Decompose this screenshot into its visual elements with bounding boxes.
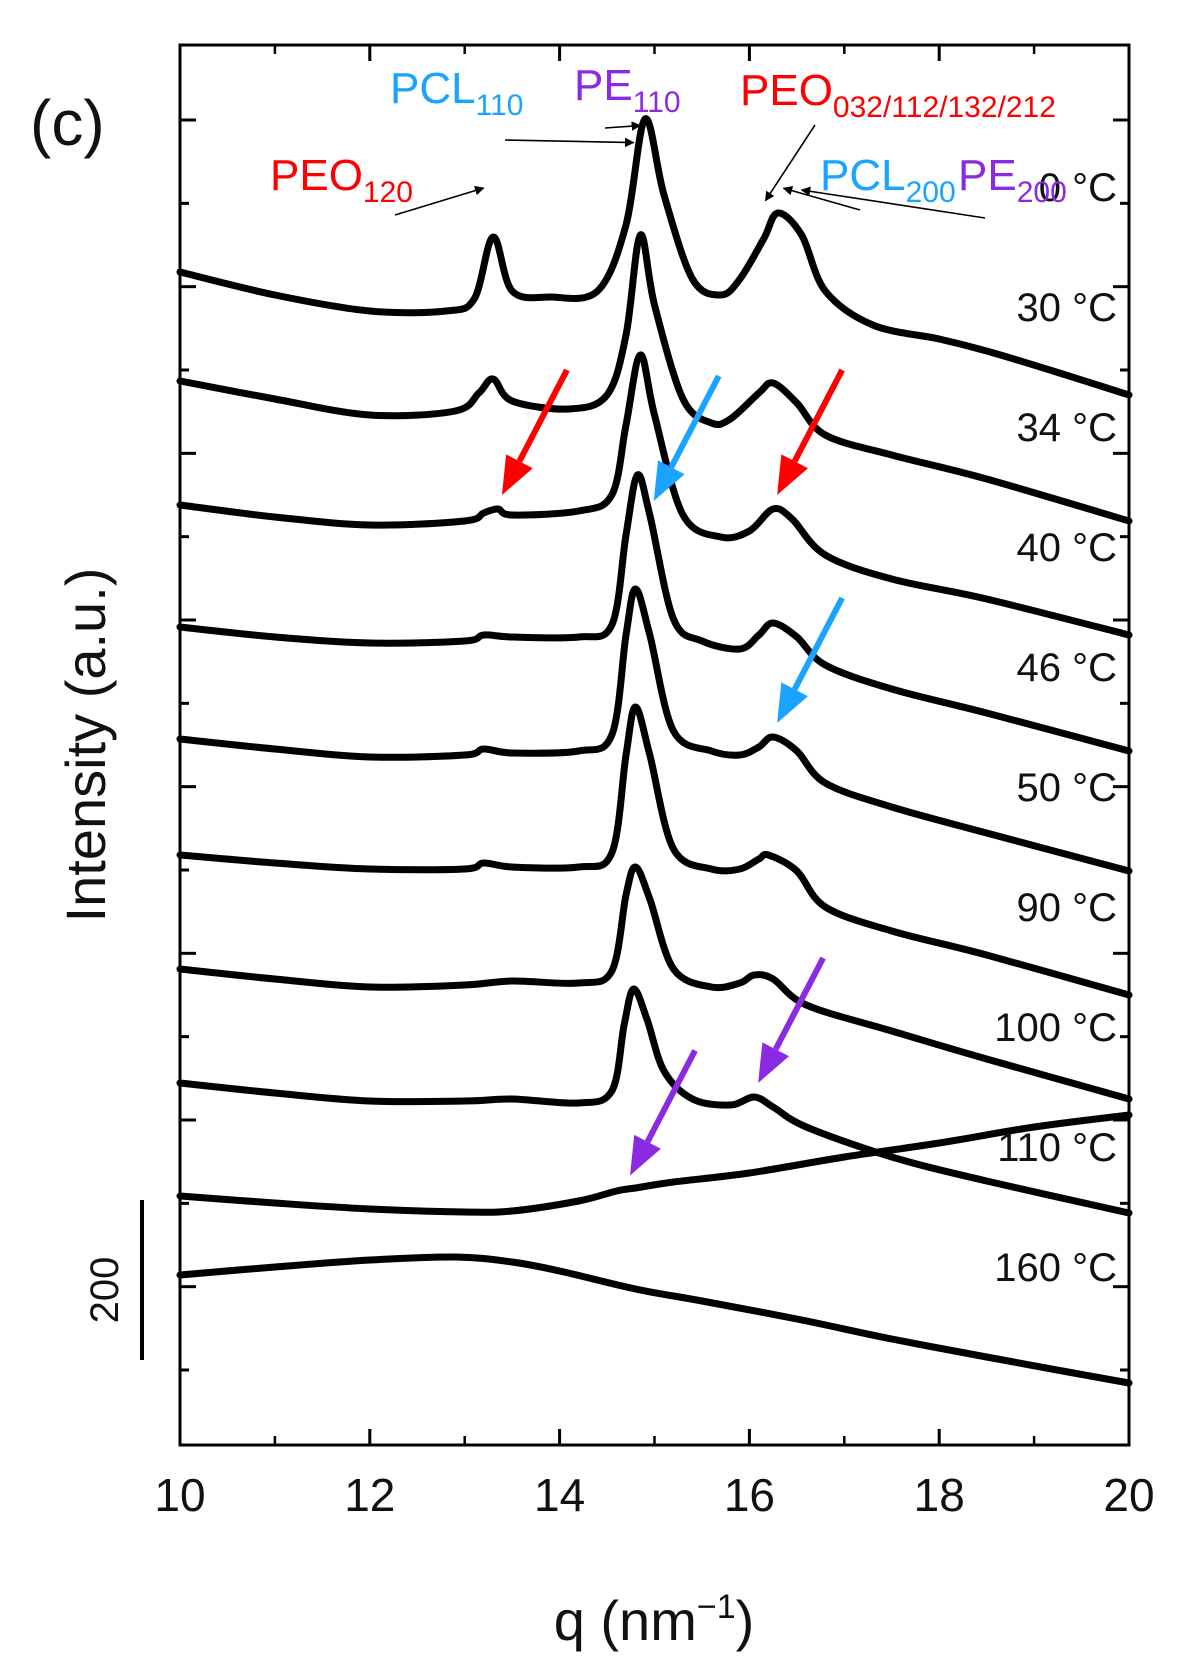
pointer-arrow [800,186,986,219]
series-line-1 [176,231,1133,525]
x-tick-label: 10 [154,1469,205,1521]
x-tick-label: 20 [1103,1469,1154,1521]
series-line-4 [176,585,1133,875]
x-axis-label: q (nm−1) [554,1588,755,1652]
curves: 0 °C 30 °C 34 °C 40 °C 46 °C 50 °C 90 °C 100 °C… [176,115,1133,1387]
y-axis-label: Intensity (a.u.) [54,568,117,923]
annotation-PCL110: PCL110 [390,64,523,122]
x-tick-label: 16 [724,1469,775,1521]
annotation-PE200: PE200 [958,151,1067,209]
colored-arrow [777,368,845,495]
colored-arrow [501,368,570,495]
series-line-0 [176,115,1133,399]
series-line-8 [176,1111,1133,1216]
series-line-7 [176,985,1133,1217]
plot-frame [178,43,1131,1447]
series-label: 0 °C [1039,166,1117,210]
annotation-PCL200: PCL200 [820,151,956,209]
series-label: 160 °C [994,1246,1117,1290]
x-tick-label: 12 [344,1469,395,1521]
series-line-5 [176,703,1133,999]
series-line-6 [176,863,1133,1103]
series-label: 46 °C [1017,646,1118,690]
pointer-arrow [604,121,642,131]
series-label: 100 °C [994,1006,1117,1050]
pointer-arrow [782,186,861,211]
pointer-arrow [504,137,635,148]
annotation-PEO120: PEO120 [270,151,413,209]
panel-label: (c) [30,87,105,159]
annotation-PEO_multi: PEO032/112/132/212 [740,66,1056,124]
pointer-arrow [764,124,816,202]
x-axis-label-close: ) [736,1589,755,1652]
x-tick-label: 18 [914,1469,965,1521]
scale-bar-label: 200 [83,1257,127,1324]
tick-marks: 10 12 14 16 18 20 [154,45,1155,1521]
series-label: 30 °C [1017,286,1118,330]
series-label: 34 °C [1017,406,1118,450]
colored-arrow [653,374,722,501]
colored-arrow [758,956,826,1083]
series-line-2 [176,351,1133,639]
series-line-9 [176,1253,1133,1387]
series-label: 40 °C [1017,526,1118,570]
annotation-PE110: PE110 [574,61,681,119]
annotations: PEO120 PCL110 PE110 PEO032/112/132/212 PCL20… [270,61,1067,1176]
x-tick-label: 14 [534,1469,585,1521]
colored-arrow [777,596,845,723]
pointer-arrow [394,185,485,216]
colored-arrow [630,1049,698,1176]
series-label: 50 °C [1017,766,1118,810]
x-axis-label-main: q (nm [554,1589,697,1652]
series-label: 110 °C [997,1126,1117,1170]
series-line-3 [176,471,1133,755]
x-axis-label-sup: −1 [697,1588,736,1626]
series-label: 90 °C [1017,886,1118,930]
